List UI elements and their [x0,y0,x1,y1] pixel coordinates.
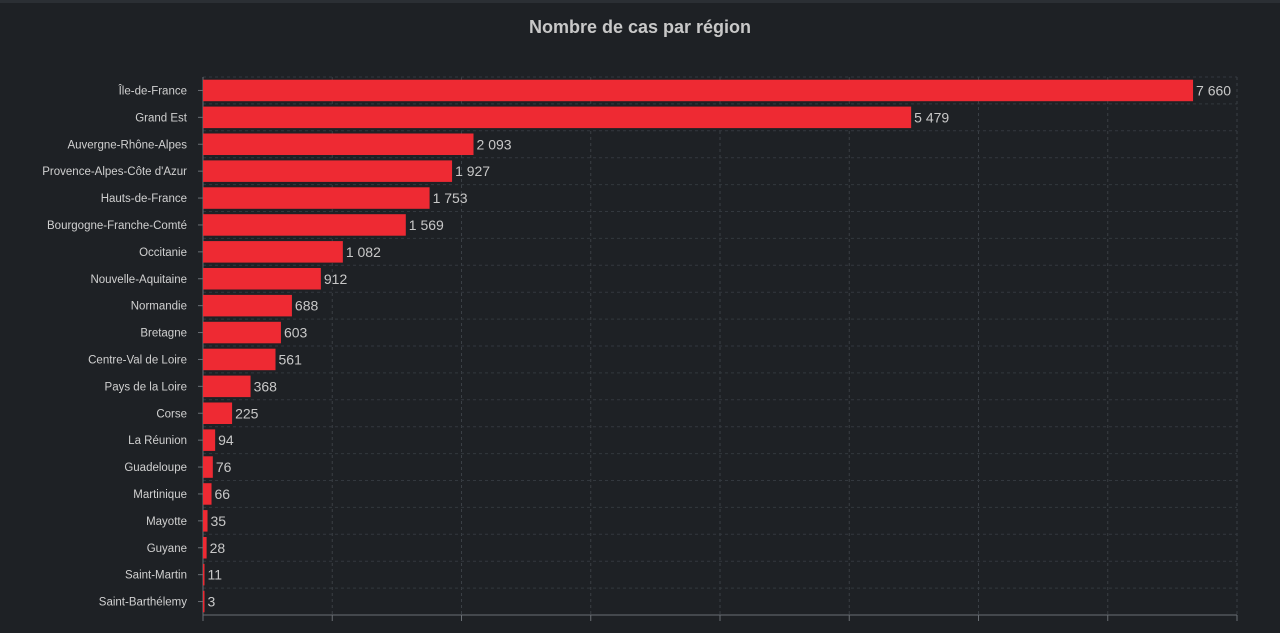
data-label: 94 [218,432,234,448]
bar [203,510,208,532]
bar [203,536,207,559]
bar [203,402,233,425]
category-label: Saint-Martin [125,570,187,582]
data-label: 603 [284,325,308,341]
data-label: 688 [295,298,319,314]
category-label: Pays de la Loire [105,381,187,393]
bar [203,294,292,317]
data-label: 225 [235,405,259,421]
chart-title: Nombre de cas par région [528,17,752,37]
category-label: Grand Est [135,112,188,124]
bar [203,429,216,451]
data-label: 1 569 [409,217,444,233]
data-label: 1 082 [346,244,381,260]
category-label: Auvergne-Rhône-Alpes [67,139,187,151]
category-label: Provence-Alpes-Côte d'Azur [42,166,187,178]
category-label: Guadeloupe [124,462,187,474]
data-label: 7 660 [1196,82,1231,98]
category-label: La Réunion [128,435,187,447]
bar [203,267,321,290]
bar [203,160,453,182]
data-label: 28 [210,540,226,556]
data-label: 561 [279,351,303,367]
bar [203,563,205,586]
category-label: Île-de-France [118,84,187,97]
data-label: 11 [208,567,223,583]
category-label: Nouvelle-Aquitaine [90,274,187,286]
data-label: 368 [254,378,278,394]
bar [203,241,343,263]
category-label: Hauts-de-France [101,193,187,205]
bar [203,456,213,478]
data-label: 66 [215,486,231,502]
data-label: 1 927 [455,163,490,179]
bar-chart: Île-de-France 7 660 Grand Est 5 479 Auvergne… [42,76,1238,621]
bar [203,133,474,156]
category-label: Normandie [131,301,187,313]
bar [203,214,406,236]
category-label: Corse [156,408,187,420]
data-label: 3 [208,594,216,610]
data-label: 912 [324,271,348,287]
category-label: Guyane [147,543,187,555]
bar [203,106,912,129]
category-label: Centre-Val de Loire [88,354,187,366]
bar [203,187,430,209]
category-label: Saint-Barthélemy [99,597,187,609]
category-label: Bretagne [140,328,187,340]
data-label: 5 479 [914,109,949,125]
data-label: 35 [211,513,227,529]
category-label: Occitanie [139,247,187,259]
bar [203,321,281,344]
bar [203,79,1194,102]
data-label: 1 753 [433,190,468,206]
data-label: 2 093 [477,136,512,152]
data-label: 76 [216,459,232,475]
bar [203,483,212,505]
bar [203,590,205,613]
category-label: Mayotte [146,516,187,528]
bar [203,375,251,398]
category-label: Bourgogne-Franche-Comté [47,220,187,232]
category-label: Martinique [133,489,187,501]
bar [203,348,276,371]
